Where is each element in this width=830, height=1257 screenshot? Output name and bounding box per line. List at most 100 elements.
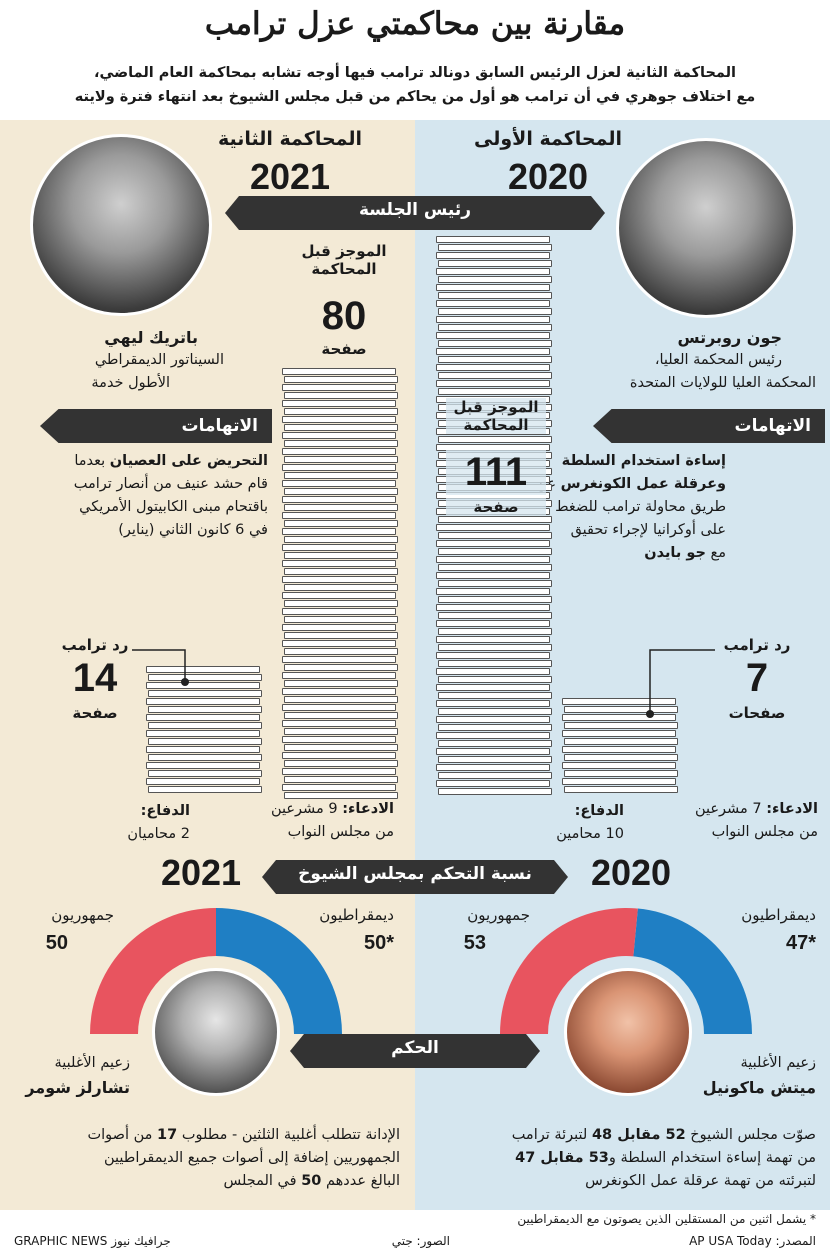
second-senate-arc xyxy=(90,908,342,1034)
first-charge-line-2: وعرقلة عمل الكونغرس عن xyxy=(526,473,726,496)
paper-sheet xyxy=(148,722,262,729)
paper-sheet xyxy=(436,572,550,579)
paper-sheet xyxy=(564,786,678,793)
paper-sheet xyxy=(562,762,676,769)
paper-sheet xyxy=(282,560,396,567)
second-prosecution-value: 9 مشرعين xyxy=(270,801,343,817)
paper-sheet xyxy=(284,472,398,479)
first-brief-label-2: المحاكمة xyxy=(463,416,529,434)
second-verdict-l1b: 17 xyxy=(157,1127,178,1143)
second-charge-line-1-rest: بعدما xyxy=(74,453,110,469)
paper-sheet xyxy=(282,736,396,743)
paper-sheet xyxy=(438,724,552,731)
mitch-mcconnell-photo xyxy=(564,968,692,1096)
paper-sheet xyxy=(146,762,260,769)
paper-sheet xyxy=(436,380,550,387)
paper-sheet xyxy=(438,292,552,299)
paper-sheet xyxy=(438,708,552,715)
paper-sheet xyxy=(282,544,396,551)
paper-sheet xyxy=(438,692,552,699)
verdict-banner-text: الحكم xyxy=(391,1038,439,1058)
paper-sheet xyxy=(438,740,552,747)
first-brief-label-1: الموجز قبل xyxy=(453,398,539,416)
first-rep-label: جمهوريون xyxy=(467,906,530,924)
paper-sheet xyxy=(284,776,398,783)
paper-sheet xyxy=(438,324,552,331)
paper-sheet xyxy=(284,712,398,719)
first-trial-year: 2020 xyxy=(507,156,589,197)
paper-sheet xyxy=(436,668,550,675)
source: المصدر: AP USA Today xyxy=(689,1234,816,1248)
paper-sheet xyxy=(436,620,550,627)
second-verdict-l3b: 50 xyxy=(301,1173,322,1189)
first-reply-unit: صفحات xyxy=(728,704,786,722)
paper-sheet xyxy=(148,674,262,681)
first-leader-name: ميتش ماكونيل xyxy=(702,1078,816,1097)
paper-sheet xyxy=(562,698,676,705)
first-rep-value: 53 xyxy=(463,932,486,954)
john-roberts-photo xyxy=(616,138,796,318)
first-charge-line-5: مع جو بايدن xyxy=(526,542,726,565)
paper-sheet xyxy=(146,714,260,721)
subtitle-line-2: مع اختلاف جوهري في أن ترامب هو أول من يح… xyxy=(74,89,756,105)
paper-sheet xyxy=(436,700,550,707)
paper-sheet xyxy=(438,772,552,779)
senate-control-banner-text: نسبة التحكم بمجلس الشيوخ xyxy=(298,864,532,884)
second-presiding-role-1: السيناتور الديمقراطي xyxy=(94,352,224,368)
paper-sheet xyxy=(284,792,398,799)
charles-schumer-photo xyxy=(152,968,280,1096)
footnote: * يشمل اثنين من المستقلين الذين يصوتون م… xyxy=(517,1212,816,1226)
second-reply-stack xyxy=(146,666,266,796)
second-brief-stack xyxy=(282,368,402,800)
paper-sheet xyxy=(284,424,398,431)
paper-sheet xyxy=(284,584,398,591)
second-prosecution-value-2: من مجلس النواب xyxy=(287,824,394,840)
paper-sheet xyxy=(562,746,676,753)
paper-sheet xyxy=(284,632,398,639)
second-presiding-role-2: الأطول خدمة xyxy=(91,375,170,391)
first-brief-number: 111 xyxy=(446,450,546,495)
second-prosecution: الادعاء: 9 مشرعين من مجلس النواب xyxy=(271,798,394,844)
paper-sheet xyxy=(436,524,550,531)
paper-sheet xyxy=(436,636,550,643)
first-charge-line-5-rest: مع xyxy=(705,545,727,561)
brand: GRAPHIC NEWS جرافيك نيوز xyxy=(14,1234,171,1248)
paper-sheet xyxy=(562,714,676,721)
second-verdict-l3a: البالغ عددهم xyxy=(321,1173,400,1189)
paper-sheet xyxy=(438,340,552,347)
paper-sheet xyxy=(284,616,398,623)
first-verdict-l2b: 53 مقابل 47 xyxy=(515,1150,609,1166)
paper-sheet xyxy=(436,268,550,275)
second-reply-unit: صفحة xyxy=(72,704,118,722)
paper-sheet xyxy=(438,516,552,523)
paper-sheet xyxy=(282,384,396,391)
first-charge-line-3: طريق محاولة ترامب للضغط xyxy=(555,499,726,515)
paper-sheet xyxy=(438,388,552,395)
paper-sheet xyxy=(282,720,396,727)
paper-sheet xyxy=(282,784,396,791)
paper-sheet xyxy=(436,588,550,595)
second-reply-number: 14 xyxy=(72,656,118,700)
first-verdict-text: صوّت مجلس الشيوخ 52 مقابل 48 لتبرئة ترام… xyxy=(426,1124,816,1193)
first-presiding-name: جون روبرتس xyxy=(677,328,782,347)
paper-sheet xyxy=(284,520,398,527)
second-prosecution-label: الادعاء: xyxy=(342,801,394,817)
second-leader-role: زعيم الأغلبية xyxy=(54,1055,131,1071)
first-presiding-role-1: رئيس المحكمة العليا، xyxy=(654,352,782,368)
first-reply-leader-line xyxy=(646,649,715,718)
paper-sheet xyxy=(148,738,262,745)
paper-sheet xyxy=(282,672,396,679)
paper-sheet xyxy=(282,752,396,759)
paper-sheet xyxy=(284,696,398,703)
paper-sheet xyxy=(282,496,396,503)
paper-sheet xyxy=(438,628,552,635)
second-reply-leader-line xyxy=(132,649,189,686)
paper-sheet xyxy=(282,640,396,647)
paper-sheet xyxy=(438,532,552,539)
second-brief-label: الموجز قبل المحاكمة xyxy=(294,242,394,278)
paper-sheet xyxy=(282,432,396,439)
paper-sheet xyxy=(282,528,396,535)
second-charge-line-3: باقتحام مبنى الكابيتول الأمريكي xyxy=(79,499,268,515)
second-rep-value: 50 xyxy=(45,932,68,954)
second-charges-tag: الاتهامات xyxy=(40,409,272,443)
